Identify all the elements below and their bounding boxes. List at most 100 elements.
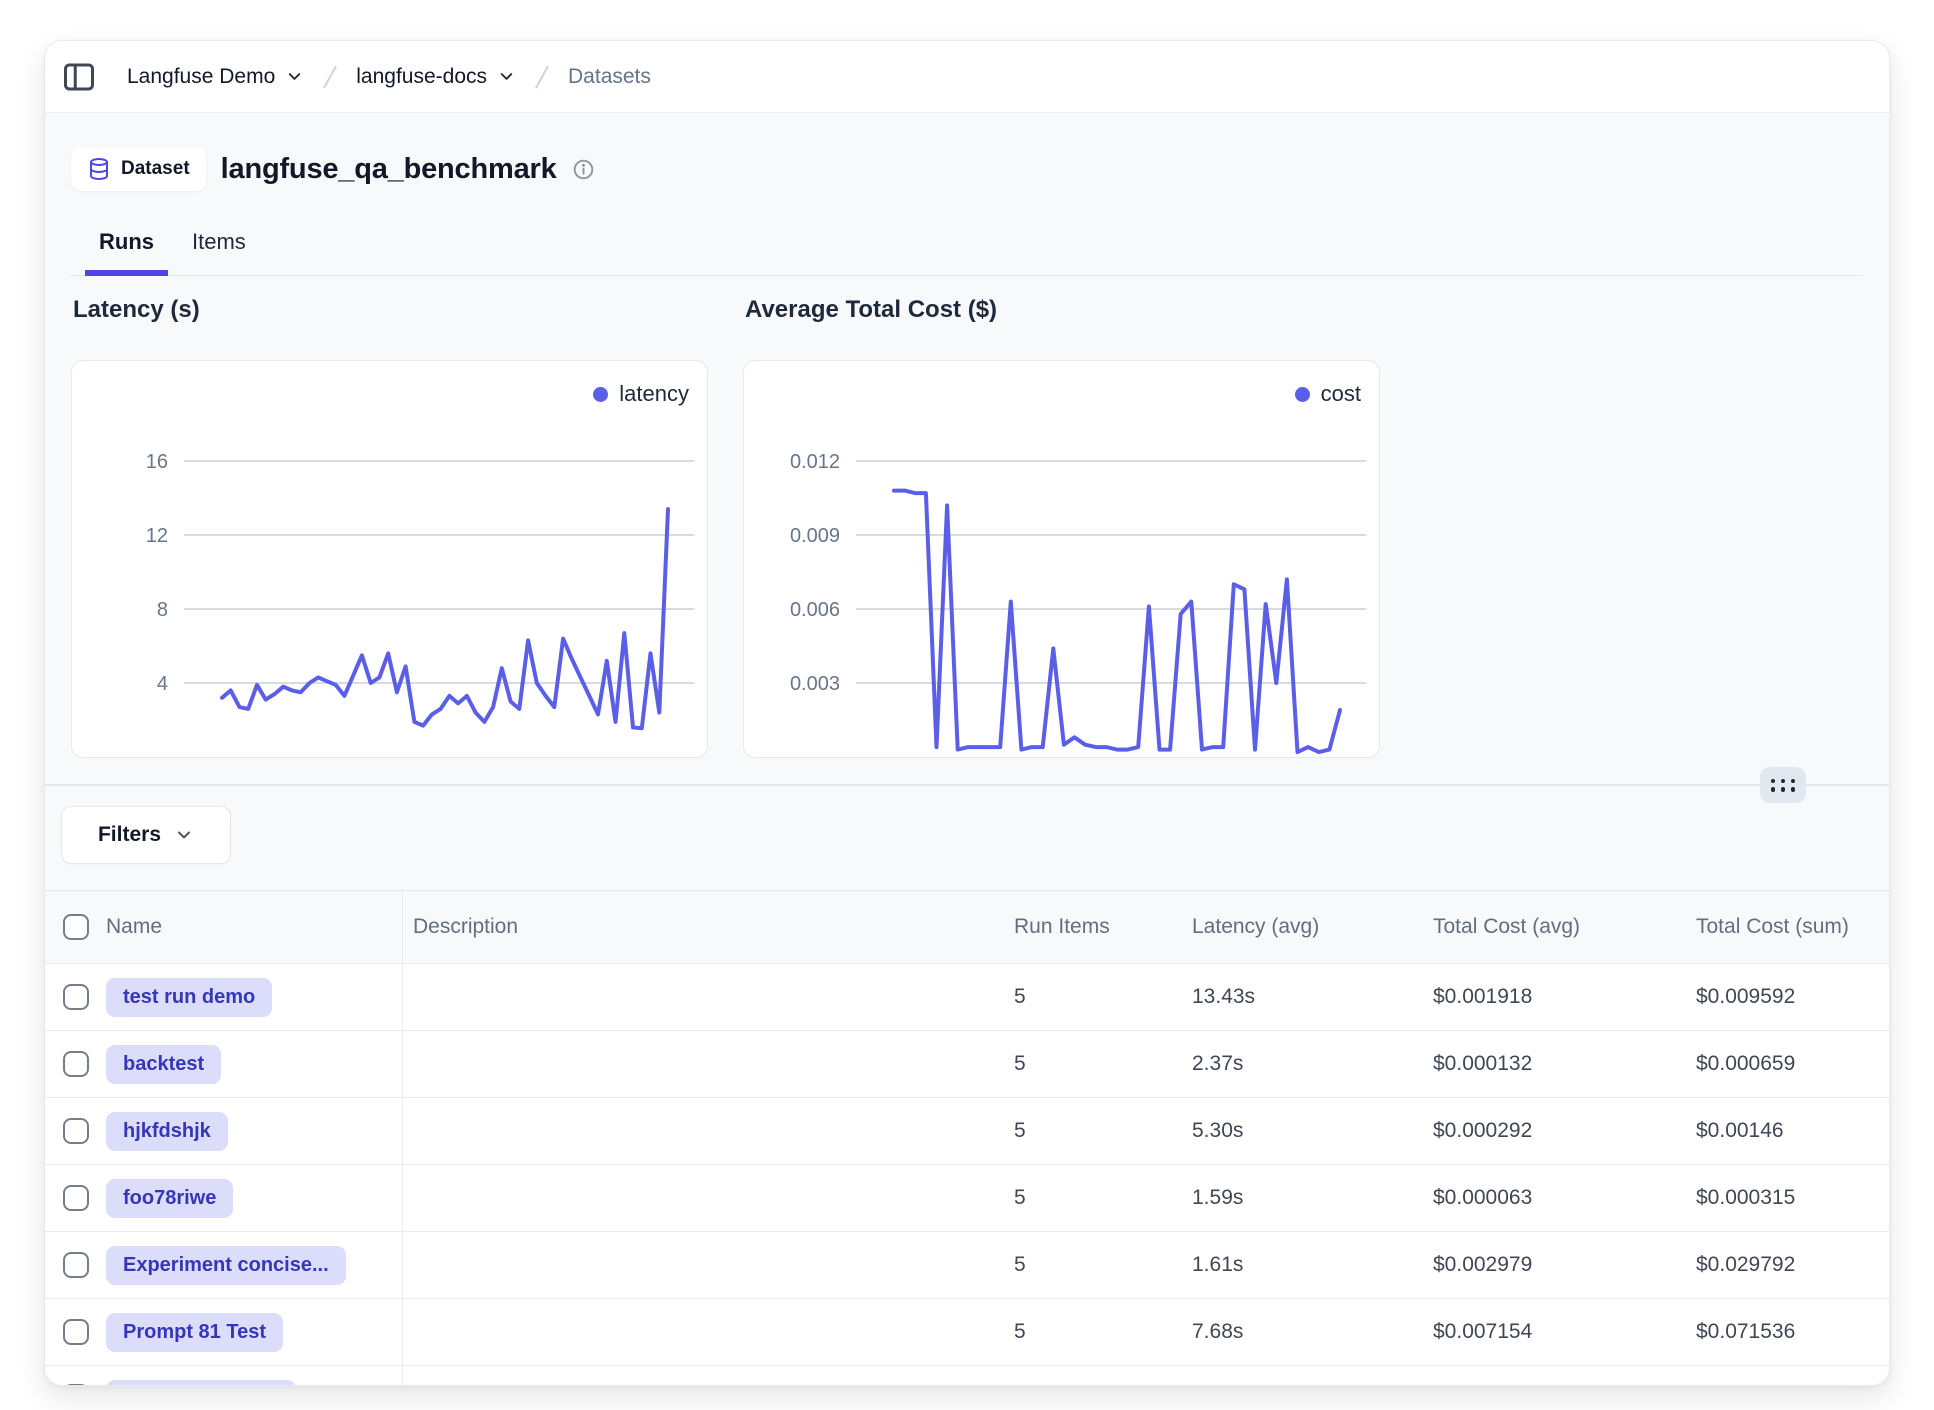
run-items-cell: 5	[1014, 1052, 1026, 1075]
run-items-cell: 5	[1014, 985, 1026, 1008]
legend-label: latency	[619, 381, 689, 406]
total-cost-avg-cell: $0.000063	[1433, 1186, 1533, 1209]
chevron-down-icon	[500, 73, 513, 80]
total-cost-sum-cell: $0.000315	[1696, 1186, 1796, 1209]
filters-button[interactable]: Filters	[61, 806, 231, 864]
chart-legend: latency	[593, 381, 689, 407]
tab-bar: Runs Items	[71, 229, 1863, 276]
breadcrumb-slash-icon	[323, 65, 338, 88]
run-name-pill[interactable]: foo78riwe	[106, 1178, 234, 1218]
table-row: foo78riwe 5 1.59s $0.000063 $0.000315	[45, 1164, 1889, 1231]
total-cost-sum-cell: $0.009592	[1696, 985, 1796, 1008]
total-cost-avg-cell: $0.000132	[1433, 1052, 1533, 1075]
run-items-cell: 5	[1014, 1320, 1026, 1343]
run-items-cell: 5	[1014, 1253, 1026, 1276]
run-description-cell	[403, 1299, 1014, 1365]
sidebar-toggle-button[interactable]	[61, 59, 97, 95]
chevron-down-icon	[289, 73, 301, 80]
run-description-cell	[403, 1232, 1014, 1298]
latency-avg-cell: 1.59s	[1192, 1186, 1244, 1209]
legend-label: cost	[1320, 381, 1361, 406]
dataset-header: Dataset langfuse_qa_benchmark Runs Items	[45, 113, 1889, 276]
column-header-total-cost-avg: Total Cost (avg)	[1433, 915, 1581, 938]
total-cost-sum-cell: $0.000659	[1696, 1052, 1796, 1075]
database-icon	[90, 158, 108, 181]
breadcrumb-section[interactable]: langfuse-docs	[356, 65, 516, 89]
cost-chart-block: Average Total Cost ($) cost 0.012 0.009 0.…	[743, 296, 1380, 758]
top-bar: Langfuse Demo langfuse-docs Datasets	[45, 41, 1889, 113]
runs-table: Name Description Run Items Latency (avg)…	[45, 890, 1889, 1385]
row-checkbox[interactable]	[63, 1252, 89, 1278]
legend-dot-icon	[1294, 386, 1310, 402]
total-cost-avg-cell: $0.007154	[1433, 1320, 1533, 1343]
charts-section: Latency (s) latency 16 12 8 4 Average Total…	[45, 276, 1889, 758]
table-row: Prompt 81 Test 5 7.68s $0.007154 $0.0715…	[45, 1298, 1889, 1365]
filters-section: Filters	[45, 786, 1889, 864]
table-row: hjkfdshjk 5 5.30s $0.000292 $0.00146	[45, 1097, 1889, 1164]
latency-avg-cell: 5.30s	[1192, 1119, 1244, 1142]
latency-chart: latency 16 12 8 4	[71, 360, 708, 758]
run-description-cell	[403, 964, 1014, 1030]
filters-button-label: Filters	[97, 823, 162, 846]
column-header-run-items: Run Items	[1014, 915, 1110, 938]
svg-text:0.009: 0.009	[790, 525, 840, 547]
run-name-pill[interactable]	[106, 1380, 296, 1385]
table-body: test run demo 5 13.43s $0.001918 $0.0095…	[45, 963, 1889, 1365]
row-checkbox[interactable]	[63, 984, 89, 1010]
resize-grip-handle[interactable]	[1760, 767, 1806, 803]
panel-left-icon	[64, 63, 94, 90]
row-checkbox[interactable]	[63, 1384, 89, 1385]
run-name-pill[interactable]: test run demo	[106, 977, 273, 1017]
run-name-pill[interactable]: Experiment concise...	[106, 1245, 346, 1285]
chart-title-cost: Average Total Cost ($)	[745, 296, 998, 323]
row-checkbox[interactable]	[63, 1319, 89, 1345]
table-header-row: Name Description Run Items Latency (avg)…	[45, 891, 1889, 963]
column-header-latency-avg: Latency (avg)	[1192, 915, 1320, 938]
svg-text:8: 8	[157, 599, 168, 621]
latency-chart-block: Latency (s) latency 16 12 8 4	[71, 296, 708, 758]
run-description-cell	[403, 1098, 1014, 1164]
run-items-cell: 5	[1014, 1119, 1026, 1142]
svg-text:0.003: 0.003	[790, 673, 840, 695]
cost-chart: cost 0.012 0.009 0.006 0.003	[743, 360, 1380, 758]
column-header-name: Name	[95, 891, 403, 963]
tab-items[interactable]: Items	[192, 229, 246, 254]
breadcrumb-page[interactable]: Datasets	[568, 64, 651, 88]
run-name-pill[interactable]: Prompt 81 Test	[106, 1312, 283, 1352]
table-row: test run demo 5 13.43s $0.001918 $0.0095…	[45, 963, 1889, 1030]
total-cost-avg-cell: $0.001918	[1433, 985, 1533, 1008]
dataset-badge: Dataset	[71, 147, 206, 191]
run-name-pill[interactable]: hjkfdshjk	[106, 1111, 228, 1151]
svg-text:16: 16	[146, 451, 168, 473]
total-cost-sum-cell: $0.029792	[1696, 1253, 1796, 1276]
column-header-total-cost-sum: Total Cost (sum)	[1696, 915, 1849, 938]
page-title: langfuse_qa_benchmark	[220, 152, 557, 185]
row-checkbox[interactable]	[63, 1118, 89, 1144]
table-row-partial	[45, 1365, 1889, 1385]
run-description-cell	[403, 1031, 1014, 1097]
chevron-down-icon	[178, 831, 191, 839]
section-divider	[45, 767, 1889, 803]
page-content: Dataset langfuse_qa_benchmark Runs Items…	[45, 113, 1889, 1385]
tab-runs[interactable]: Runs	[85, 229, 168, 276]
row-checkbox[interactable]	[63, 1051, 89, 1077]
latency-avg-cell: 2.37s	[1192, 1052, 1244, 1075]
total-cost-sum-cell: $0.00146	[1696, 1119, 1784, 1142]
chart-title-latency: Latency (s)	[73, 296, 200, 323]
main-window: Langfuse Demo langfuse-docs Datasets	[44, 40, 1890, 1386]
latency-avg-cell: 1.61s	[1192, 1253, 1244, 1276]
dataset-badge-label: Dataset	[121, 158, 190, 179]
svg-text:0.012: 0.012	[790, 451, 840, 473]
column-header-description: Description	[413, 915, 519, 938]
breadcrumb: Langfuse Demo langfuse-docs Datasets	[127, 62, 651, 92]
table-row: Experiment concise... 5 1.61s $0.002979 …	[45, 1231, 1889, 1298]
run-name-pill[interactable]: backtest	[106, 1044, 222, 1084]
breadcrumb-project[interactable]: Langfuse Demo	[127, 65, 304, 89]
select-all-checkbox[interactable]	[63, 914, 89, 940]
row-checkbox[interactable]	[63, 1185, 89, 1211]
run-items-cell: 5	[1014, 1186, 1026, 1209]
breadcrumb-slash-icon	[535, 65, 549, 88]
info-icon[interactable]	[572, 158, 595, 181]
total-cost-sum-cell: $0.071536	[1696, 1320, 1796, 1343]
breadcrumb-section-label: langfuse-docs	[356, 64, 488, 88]
